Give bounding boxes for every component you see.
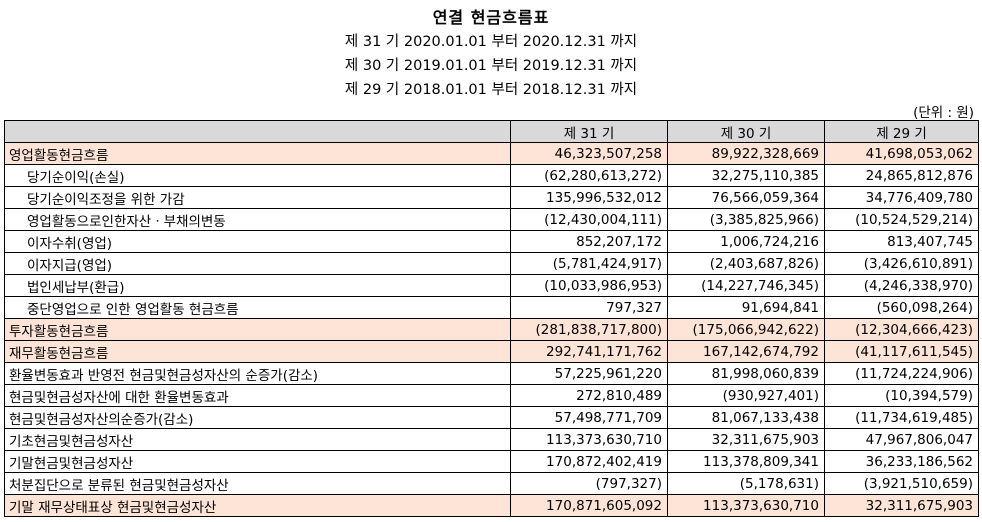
value-cell-31: (281,838,717,800) [510, 318, 668, 341]
table-row: 당기순이익(손실) (62,280,613,272) 32,275,110,385 2… [4, 164, 979, 187]
value-cell-29: 813,407,745 [824, 230, 979, 253]
value-cell-30: (2,403,687,826) [667, 252, 825, 275]
row-label: 당기순이익조정을 위한 가감 [4, 186, 511, 209]
row-label: 영업활동현금흐름 [4, 142, 511, 165]
value-cell-31: (12,430,004,111) [510, 208, 668, 231]
value-cell-31: 170,871,605,092 [510, 494, 668, 517]
value-cell-29: (12,304,666,423) [824, 318, 979, 341]
value-cell-31: 57,225,961,220 [510, 362, 668, 385]
row-label: 현금및현금성자산에 대한 환율변동효과 [4, 384, 511, 407]
column-header-account [4, 120, 511, 143]
table-row: 처분집단으로 분류된 현금및현금성자산 (797,327) (5,178,631)(… [4, 472, 979, 495]
statement-title: 연결 현금흐름표 [432, 8, 550, 27]
value-cell-30: (5,178,631) [667, 472, 825, 495]
table-row: 당기순이익조정을 위한 가감 135,996,532,012 76,566,059,… [4, 186, 979, 209]
value-cell-30: 167,142,674,792 [667, 340, 825, 363]
unit-label: (단위 : 원) [913, 105, 974, 121]
value-cell-29: (560,098,264) [824, 296, 979, 319]
period-line-30: 제 30 기 2019.01.01 부터 2019.12.31 까지 [344, 58, 638, 74]
value-cell-31: (797,327) [510, 472, 668, 495]
table-row: 투자활동현금흐름 (281,838,717,800) (175,066,942,62… [4, 318, 979, 341]
value-cell-31: 46,323,507,258 [510, 142, 668, 165]
table-row: 기초현금및현금성자산 113,373,630,710 32,311,675,903 4… [4, 428, 979, 451]
value-cell-29: (4,246,338,970) [824, 274, 979, 297]
row-label: 이자지급(영업) [4, 252, 511, 275]
value-cell-29: (41,117,611,545) [824, 340, 979, 363]
table-row: 환율변동효과 반영전 현금및현금성자산의 순증가(감소) 57,225,961,2… [4, 362, 979, 385]
value-cell-29: 41,698,053,062 [824, 142, 979, 165]
row-label: 처분집단으로 분류된 현금및현금성자산 [4, 472, 511, 495]
table-row: 기말 재무상태표상 현금및현금성자산 170,871,605,092 113,373… [4, 494, 979, 517]
value-cell-30: 89,922,328,669 [667, 142, 825, 165]
value-cell-29: (3,426,610,891) [824, 252, 979, 275]
value-cell-29: 36,233,186,562 [824, 450, 979, 473]
value-cell-30: 81,067,133,438 [667, 406, 825, 429]
value-cell-29: 47,967,806,047 [824, 428, 979, 451]
row-label: 영업활동으로인한자산ㆍ부채의변동 [4, 208, 511, 231]
row-label: 기초현금및현금성자산 [4, 428, 511, 451]
row-label: 중단영업으로 인한 영업활동 현금흐름 [4, 296, 511, 319]
table-row: 이자수취(영업) 852,207,172 1,006,724,216 813,407,… [4, 230, 979, 253]
table-row: 영업활동현금흐름 46,323,507,258 89,922,328,669 41,6… [4, 142, 979, 165]
value-cell-30: (175,066,942,622) [667, 318, 825, 341]
value-cell-30: (14,227,746,345) [667, 274, 825, 297]
table-row: 중단영업으로 인한 영업활동 현금흐름 797,327 91,694,841 (560… [4, 296, 979, 319]
row-label: 기말 재무상태표상 현금및현금성자산 [4, 494, 511, 517]
table-row: 현금및현금성자산에 대한 환율변동효과 272,810,489 (930,927,4… [4, 384, 979, 407]
value-cell-30: 91,694,841 [667, 296, 825, 319]
value-cell-31: (5,781,424,917) [510, 252, 668, 275]
period-line-29: 제 29 기 2018.01.01 부터 2018.12.31 까지 [344, 82, 638, 98]
value-cell-29: (10,394,579) [824, 384, 979, 407]
row-label: 기말현금및현금성자산 [4, 450, 511, 473]
value-cell-29: (11,724,224,906) [824, 362, 979, 385]
table-row: 현금및현금성자산의순증가(감소) 57,498,771,709 81,067,133… [4, 406, 979, 429]
table-row: 재무활동현금흐름 292,741,171,762 167,142,674,792 (4… [4, 340, 979, 363]
column-header-29: 제 29 기 [824, 120, 979, 143]
row-label: 법인세납부(환급) [4, 274, 511, 297]
value-cell-31: 797,327 [510, 296, 668, 319]
cash-flow-table: 제 31 기 제 30 기 제 29 기 영업활동현금흐름 46,323,507,… [4, 120, 979, 517]
value-cell-29: (11,734,619,485) [824, 406, 979, 429]
row-label: 이자수취(영업) [4, 230, 511, 253]
value-cell-30: 113,373,630,710 [667, 494, 825, 517]
row-label: 재무활동현금흐름 [4, 340, 511, 363]
row-label: 환율변동효과 반영전 현금및현금성자산의 순증가(감소) [4, 362, 511, 385]
table-body: 영업활동현금흐름 46,323,507,258 89,922,328,669 41,6… [4, 142, 979, 517]
value-cell-31: (10,033,986,953) [510, 274, 668, 297]
value-cell-31: 170,872,402,419 [510, 450, 668, 473]
value-cell-31: (62,280,613,272) [510, 164, 668, 187]
value-cell-31: 57,498,771,709 [510, 406, 668, 429]
value-cell-29: 24,865,812,876 [824, 164, 979, 187]
column-header-30: 제 30 기 [667, 120, 825, 143]
value-cell-30: 32,311,675,903 [667, 428, 825, 451]
value-cell-30: 32,275,110,385 [667, 164, 825, 187]
row-label: 당기순이익(손실) [4, 164, 511, 187]
value-cell-30: (3,385,825,966) [667, 208, 825, 231]
table-row: 영업활동으로인한자산ㆍ부채의변동 (12,430,004,111) (3,385,8… [4, 208, 979, 231]
period-line-31: 제 31 기 2020.01.01 부터 2020.12.31 까지 [344, 34, 638, 50]
column-header-31: 제 31 기 [510, 120, 668, 143]
value-cell-31: 292,741,171,762 [510, 340, 668, 363]
row-label: 투자활동현금흐름 [4, 318, 511, 341]
value-cell-31: 135,996,532,012 [510, 186, 668, 209]
value-cell-29: (10,524,529,214) [824, 208, 979, 231]
value-cell-29: 32,311,675,903 [824, 494, 979, 517]
value-cell-30: 113,378,809,341 [667, 450, 825, 473]
value-cell-30: (930,927,401) [667, 384, 825, 407]
table-row: 기말현금및현금성자산 170,872,402,419 113,378,809,341… [4, 450, 979, 473]
value-cell-30: 1,006,724,216 [667, 230, 825, 253]
table-row: 이자지급(영업) (5,781,424,917) (2,403,687,826) (3… [4, 252, 979, 275]
value-cell-31: 113,373,630,710 [510, 428, 668, 451]
value-cell-31: 852,207,172 [510, 230, 668, 253]
value-cell-29: 34,776,409,780 [824, 186, 979, 209]
row-label: 현금및현금성자산의순증가(감소) [4, 406, 511, 429]
table-row: 법인세납부(환급) (10,033,986,953) (14,227,746,345… [4, 274, 979, 297]
value-cell-29: (3,921,510,659) [824, 472, 979, 495]
value-cell-30: 81,998,060,839 [667, 362, 825, 385]
value-cell-30: 76,566,059,364 [667, 186, 825, 209]
table-header-row: 제 31 기 제 30 기 제 29 기 [4, 120, 979, 143]
value-cell-31: 272,810,489 [510, 384, 668, 407]
